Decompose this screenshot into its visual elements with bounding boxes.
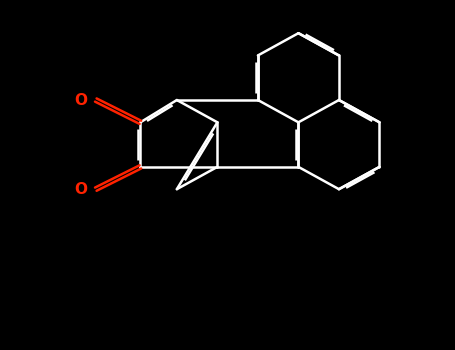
Text: O: O	[74, 92, 87, 107]
Text: O: O	[74, 182, 87, 197]
